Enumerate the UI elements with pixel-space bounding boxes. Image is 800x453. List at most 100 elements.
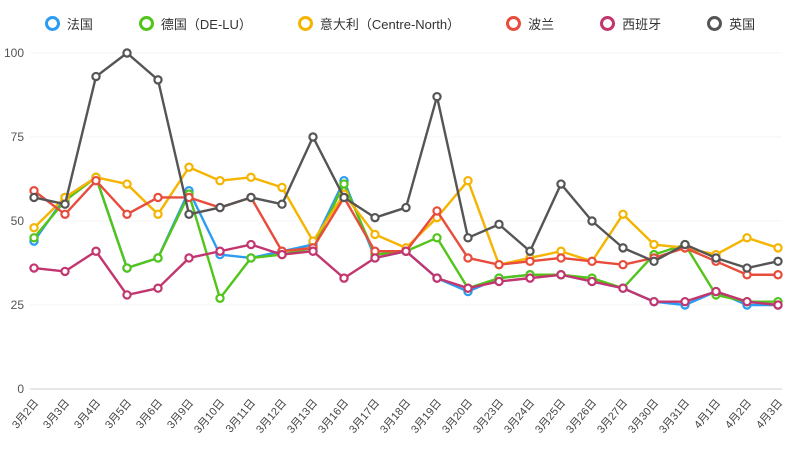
data-point[interactable] — [463, 253, 473, 263]
x-axis-tick-label: 3月10日 — [192, 397, 227, 436]
data-point[interactable] — [153, 192, 163, 203]
data-point[interactable] — [494, 259, 504, 270]
data-point[interactable] — [432, 91, 442, 102]
data-point[interactable] — [153, 75, 163, 85]
data-point[interactable] — [246, 192, 256, 203]
data-point[interactable] — [246, 253, 256, 263]
data-point[interactable] — [556, 270, 566, 280]
data-point[interactable] — [680, 296, 690, 307]
data-point[interactable] — [153, 209, 163, 219]
x-axis-tick-label: 3月31日 — [657, 397, 692, 436]
data-point[interactable] — [525, 256, 535, 267]
data-point[interactable] — [773, 300, 783, 310]
data-point[interactable] — [370, 212, 380, 223]
data-point[interactable] — [122, 48, 132, 58]
data-point[interactable] — [463, 175, 473, 186]
data-point[interactable] — [556, 179, 566, 189]
data-point[interactable] — [711, 286, 721, 297]
data-point[interactable] — [91, 71, 101, 82]
x-axis-tick-label: 4月3日 — [754, 397, 785, 431]
x-axis-tick-label: 4月1日 — [692, 397, 723, 431]
legend-item-5[interactable]: 西班牙 — [600, 14, 661, 33]
data-point[interactable] — [60, 266, 70, 277]
x-axis-tick-label: 3月5日 — [103, 397, 134, 431]
data-point[interactable] — [401, 202, 411, 213]
data-point[interactable] — [246, 239, 256, 250]
data-point[interactable] — [618, 283, 628, 293]
data-point[interactable] — [494, 219, 504, 230]
x-axis-tick-label: 3月18日 — [378, 397, 413, 436]
data-point[interactable] — [618, 243, 628, 253]
data-point[interactable] — [60, 209, 70, 219]
data-point[interactable] — [308, 132, 318, 142]
data-point[interactable] — [370, 253, 380, 263]
data-point[interactable] — [29, 192, 39, 203]
data-point[interactable] — [556, 253, 566, 263]
data-point[interactable] — [618, 259, 628, 270]
data-point[interactable] — [122, 263, 132, 273]
data-point[interactable] — [215, 246, 225, 256]
data-point[interactable] — [215, 293, 225, 303]
data-point[interactable] — [277, 199, 287, 209]
data-point[interactable] — [122, 209, 132, 219]
data-point[interactable] — [649, 256, 659, 267]
data-point[interactable] — [122, 179, 132, 189]
data-point[interactable] — [29, 263, 39, 273]
data-point[interactable] — [680, 239, 690, 250]
data-point[interactable] — [215, 175, 225, 186]
data-point[interactable] — [91, 246, 101, 256]
data-point[interactable] — [401, 246, 411, 256]
data-point[interactable] — [649, 296, 659, 307]
data-point[interactable] — [773, 270, 783, 280]
data-point[interactable] — [618, 209, 628, 219]
data-point[interactable] — [122, 290, 132, 300]
data-point[interactable] — [711, 253, 721, 263]
data-point[interactable] — [463, 283, 473, 293]
data-point[interactable] — [587, 256, 597, 267]
data-point[interactable] — [277, 249, 287, 260]
data-point[interactable] — [153, 283, 163, 293]
data-point[interactable] — [432, 206, 442, 216]
data-point[interactable] — [91, 175, 101, 186]
data-point[interactable] — [525, 273, 535, 283]
legend-item-6[interactable]: 英国 — [707, 14, 755, 33]
data-point[interactable] — [742, 233, 752, 243]
data-point[interactable] — [370, 229, 380, 240]
data-point[interactable] — [463, 233, 473, 243]
data-point[interactable] — [773, 256, 783, 267]
data-point[interactable] — [246, 172, 256, 183]
data-point[interactable] — [742, 296, 752, 307]
legend-marker-icon — [707, 15, 723, 31]
data-point[interactable] — [215, 202, 225, 213]
data-point[interactable] — [29, 233, 39, 243]
data-point[interactable] — [339, 179, 349, 189]
data-point[interactable] — [184, 162, 194, 172]
data-point[interactable] — [308, 246, 318, 256]
data-point[interactable] — [773, 243, 783, 253]
data-point[interactable] — [29, 223, 39, 233]
legend-marker-icon — [44, 15, 60, 31]
legend-label: 英国 — [729, 16, 756, 32]
data-point[interactable] — [587, 216, 597, 226]
legend-item-3[interactable]: 意大利（Centre-North） — [297, 14, 460, 33]
data-point[interactable] — [525, 246, 535, 256]
legend-item-2[interactable]: 德国（DE-LU） — [138, 14, 252, 33]
legend-item-4[interactable]: 波兰 — [506, 14, 554, 33]
data-point[interactable] — [587, 276, 597, 287]
data-point[interactable] — [153, 253, 163, 263]
data-point[interactable] — [494, 276, 504, 287]
data-point[interactable] — [649, 239, 659, 250]
data-point[interactable] — [742, 263, 752, 273]
data-point[interactable] — [339, 192, 349, 203]
series-2 — [29, 172, 783, 307]
data-point[interactable] — [184, 253, 194, 263]
data-point[interactable] — [277, 182, 287, 193]
data-point[interactable] — [432, 233, 442, 243]
data-point[interactable] — [60, 199, 70, 209]
legend-item-1[interactable]: 法国 — [44, 14, 93, 33]
x-axis-tick-label: 3月4日 — [72, 397, 103, 431]
data-point[interactable] — [432, 273, 442, 283]
x-axis-tick-label: 3月16日 — [316, 397, 351, 436]
data-point[interactable] — [184, 209, 194, 219]
data-point[interactable] — [339, 273, 349, 283]
